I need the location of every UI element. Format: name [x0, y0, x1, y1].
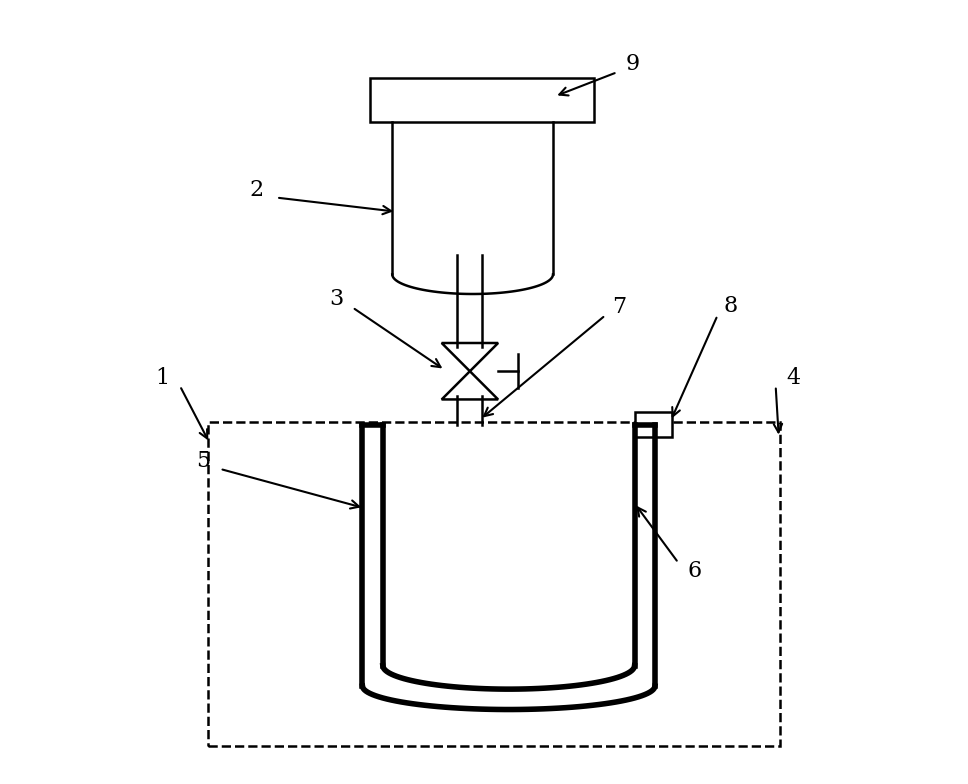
Text: 1: 1	[156, 367, 169, 389]
Text: 2: 2	[250, 179, 263, 201]
Text: 7: 7	[612, 296, 626, 318]
Text: 5: 5	[197, 450, 210, 472]
Text: 3: 3	[329, 289, 344, 310]
Text: 9: 9	[626, 53, 640, 75]
Polygon shape	[635, 412, 672, 437]
Text: 4: 4	[787, 367, 801, 389]
Text: 8: 8	[724, 295, 738, 317]
Polygon shape	[371, 78, 593, 122]
Text: 6: 6	[687, 560, 701, 582]
